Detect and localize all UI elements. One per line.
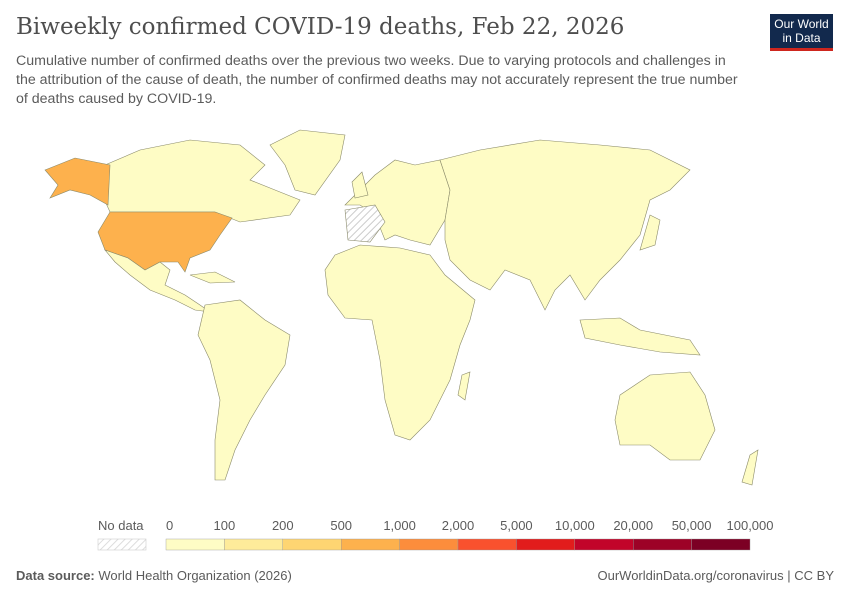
legend-tick-label: 1,000 [383, 518, 416, 533]
owid-logo[interactable]: Our World in Data [770, 14, 833, 51]
legend-bin-swatch [691, 538, 751, 551]
legend-bin-swatch [457, 538, 517, 551]
world-map[interactable] [0, 120, 850, 510]
region-iberia[interactable] [344, 204, 386, 243]
legend-tick-label: 50,000 [672, 518, 712, 533]
legend-bin-swatch [633, 538, 692, 551]
legend-tick-label: 5,000 [500, 518, 533, 533]
legend-bin-swatch [165, 538, 225, 551]
chart-title: Biweekly confirmed COVID-19 deaths, Feb … [16, 14, 625, 40]
data-source: Data source: World Health Organization (… [16, 568, 292, 583]
legend-bin-swatch [574, 538, 634, 551]
legend-bin-swatch [399, 538, 459, 551]
region-uk[interactable] [351, 171, 369, 199]
region-alaska[interactable] [44, 157, 111, 206]
legend-tick-label: 100 [214, 518, 236, 533]
legend-tick-label: 500 [330, 518, 352, 533]
legend-tick-label: 100,000 [727, 518, 774, 533]
region-japan[interactable] [639, 214, 661, 251]
legend-bin-swatch [341, 538, 400, 551]
region-caribbean[interactable] [189, 271, 236, 284]
legend-tick-label: 200 [272, 518, 294, 533]
source-link[interactable]: OurWorldinData.org/coronavirus | CC BY [597, 568, 834, 583]
legend: No data 0 100 200 500 1,000 2,000 5,000 10,000 2… [97, 518, 774, 551]
region-greenland[interactable] [269, 129, 346, 196]
region-asia[interactable] [439, 139, 691, 311]
region-new-zealand[interactable] [741, 449, 759, 486]
legend-bin-swatch [516, 538, 576, 551]
legend-tick-label: 0 [166, 518, 173, 533]
legend-tick-label: 20,000 [613, 518, 653, 533]
region-australia[interactable] [614, 371, 716, 461]
region-mexico-central-america[interactable] [104, 249, 211, 313]
region-south-america[interactable] [197, 299, 291, 481]
region-canada[interactable] [99, 139, 301, 223]
legend-no-data-label: No data [98, 518, 144, 533]
legend-no-data-swatch [97, 538, 147, 551]
legend-tick-label: 10,000 [555, 518, 595, 533]
legend-bin-swatch [224, 538, 283, 551]
region-madagascar[interactable] [457, 371, 471, 401]
legend-bin-swatch [282, 538, 342, 551]
chart-subtitle: Cumulative number of confirmed deaths ov… [16, 53, 738, 107]
region-southeast-asia-islands[interactable] [579, 317, 701, 356]
legend-tick-label: 2,000 [442, 518, 475, 533]
region-africa[interactable] [324, 244, 476, 441]
